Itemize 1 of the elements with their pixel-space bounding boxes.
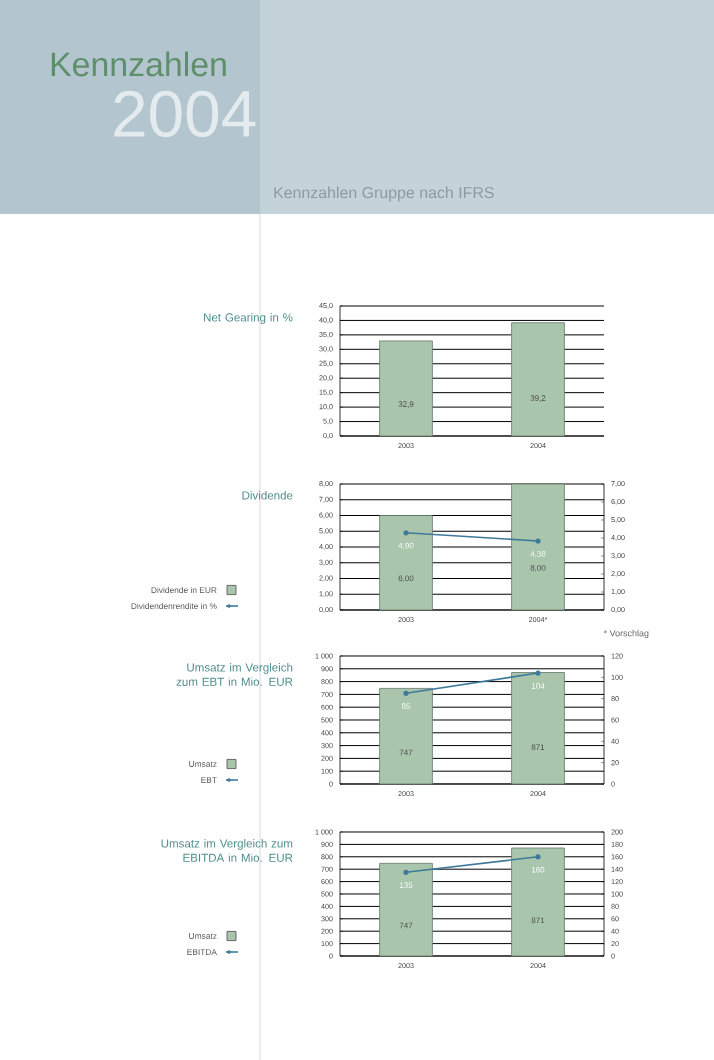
text: Kennzahlen xyxy=(51,51,226,77)
